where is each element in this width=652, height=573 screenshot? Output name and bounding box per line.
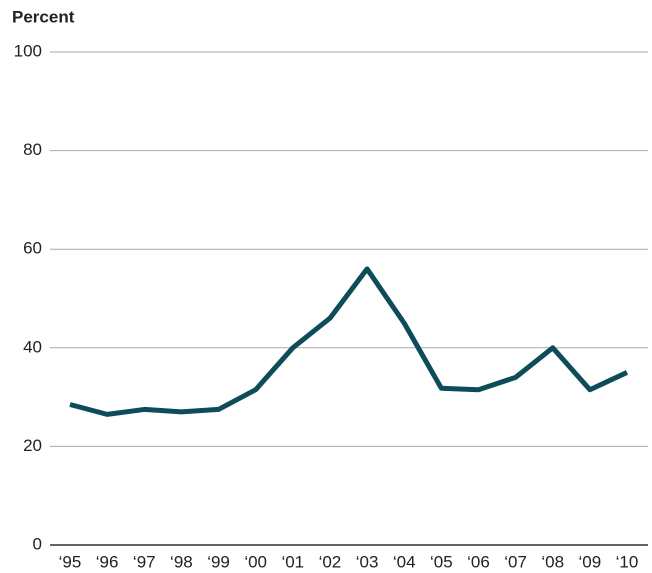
x-tick-label: ‘06 <box>467 552 490 571</box>
y-tick-label: 40 <box>23 337 42 356</box>
chart-title: Percent <box>12 7 75 26</box>
x-tick-label: ‘97 <box>133 552 156 571</box>
x-tick-label: ‘04 <box>393 552 416 571</box>
x-tick-label: ‘05 <box>430 552 453 571</box>
y-tick-label: 80 <box>23 140 42 159</box>
x-tick-label: ‘07 <box>504 552 527 571</box>
x-tick-label: ‘01 <box>281 552 304 571</box>
data-line <box>69 266 629 417</box>
x-tick-label: ‘10 <box>616 552 639 571</box>
x-tick-label: ‘99 <box>207 552 230 571</box>
y-tick-label: 60 <box>23 239 42 258</box>
y-tick-label: 20 <box>23 436 42 455</box>
y-tick-label: 100 <box>14 41 42 60</box>
x-tick-label: ‘00 <box>244 552 267 571</box>
x-tick-label: ‘08 <box>541 552 564 571</box>
x-tick-label: ‘98 <box>170 552 193 571</box>
x-tick-label: ‘03 <box>356 552 379 571</box>
x-tick-label: ‘95 <box>59 552 82 571</box>
x-tick-label: ‘09 <box>579 552 602 571</box>
x-tick-label: ‘02 <box>319 552 342 571</box>
x-tick-label: ‘96 <box>96 552 119 571</box>
y-tick-label: 0 <box>33 534 42 553</box>
